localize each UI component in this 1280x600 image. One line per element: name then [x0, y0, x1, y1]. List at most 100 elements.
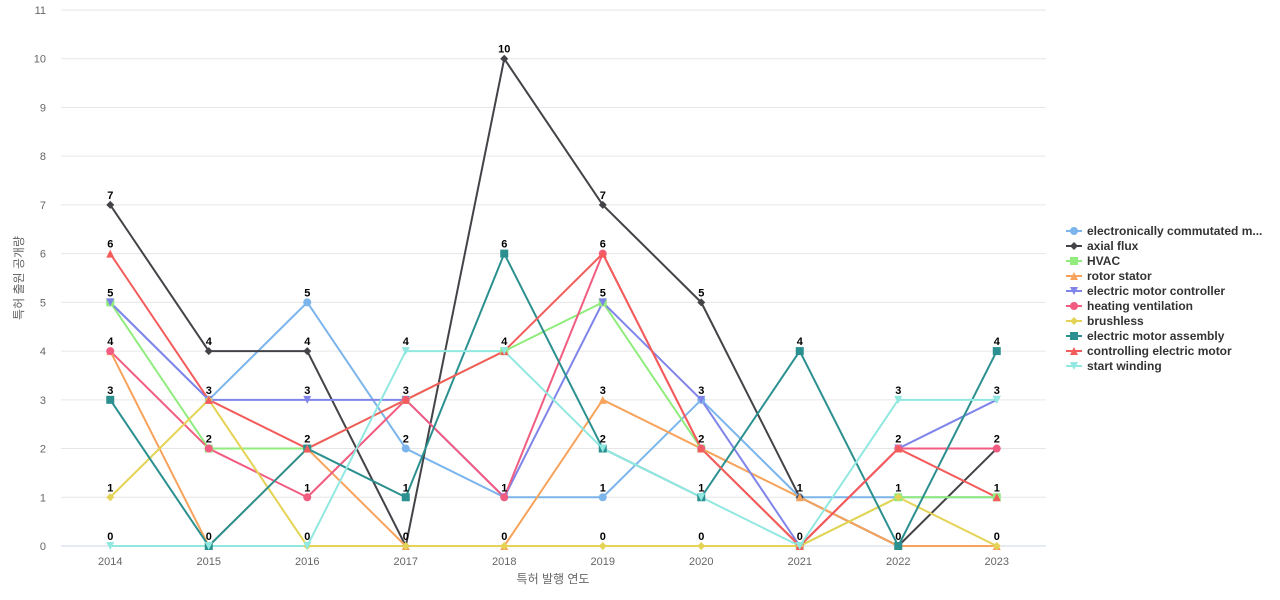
data-label: 2 [994, 434, 1000, 446]
data-label: 2 [600, 434, 606, 446]
legend-item-label: heating ventilation [1087, 299, 1193, 313]
data-label: 2 [698, 434, 704, 446]
data-label: 0 [107, 531, 113, 543]
data-point-marker [204, 542, 213, 550]
data-label: 0 [403, 531, 409, 543]
data-point-marker [598, 298, 607, 307]
data-label: 1 [895, 482, 901, 494]
data-point-marker [598, 249, 607, 258]
data-label: 3 [107, 385, 113, 397]
data-label: 0 [600, 531, 606, 543]
data-label: 4 [501, 336, 508, 348]
data-label: 3 [304, 385, 310, 397]
data-label: 6 [600, 239, 606, 251]
data-point-marker [1070, 227, 1078, 235]
x-tick-label: 2016 [295, 556, 319, 568]
data-point-marker [303, 493, 312, 502]
x-axis-title: 특허 발행 연도 [517, 571, 590, 586]
y-tick-label: 10 [34, 54, 46, 66]
series-lines [109, 57, 998, 547]
data-point-marker [598, 395, 607, 404]
data-point-marker [795, 347, 804, 356]
y-axis-ticks: 0 1 2 3 4 5 6 7 8 9 10 11 [34, 5, 46, 553]
data-point-marker [401, 444, 410, 453]
data-label: 2 [206, 434, 212, 446]
data-label: 1 [403, 482, 409, 494]
data-point-marker [992, 542, 1001, 550]
series-line [109, 398, 998, 547]
data-point-marker [500, 542, 509, 550]
data-label: 7 [107, 190, 113, 202]
x-tick-label: 2023 [985, 556, 1009, 568]
data-label: 4 [304, 336, 311, 348]
data-label: 2 [895, 434, 901, 446]
y-tick-label: 5 [40, 297, 46, 309]
data-point-marker [303, 542, 312, 550]
data-label: 0 [304, 531, 310, 543]
data-point-marker [401, 395, 410, 404]
data-label: 3 [895, 385, 901, 397]
data-point-marker [500, 249, 509, 258]
data-labels: 7654310432054321043210106410765321053210… [107, 44, 1001, 543]
x-tick-label: 2021 [788, 556, 812, 568]
data-point-marker [401, 542, 410, 550]
data-point-marker [598, 200, 607, 209]
y-tick-label: 1 [40, 492, 46, 504]
data-point-marker [1070, 287, 1078, 295]
legend: electronically commutated m...axial flux… [1066, 224, 1262, 373]
legend-item-label: electronically commutated m... [1087, 224, 1262, 238]
data-label: 3 [206, 385, 212, 397]
legend-item-label: electric motor assembly [1087, 329, 1225, 343]
data-label: 1 [698, 482, 704, 494]
data-point-marker [1070, 302, 1078, 310]
data-label: 5 [698, 287, 704, 299]
data-label: 3 [994, 385, 1000, 397]
data-point-marker [992, 444, 1001, 453]
series-line [109, 252, 998, 547]
data-point-marker [795, 493, 804, 502]
data-point-marker [106, 493, 115, 502]
data-point-marker [894, 493, 903, 502]
data-point-marker [303, 347, 312, 356]
data-point-marker [303, 395, 312, 404]
data-point-marker [500, 347, 509, 356]
legend-item-label: start winding [1087, 359, 1162, 373]
data-label: 0 [994, 531, 1000, 543]
data-point-marker [992, 395, 1001, 404]
legend-item-label: controlling electric motor [1087, 344, 1232, 358]
data-label: 10 [498, 44, 510, 56]
x-tick-label: 2020 [689, 556, 713, 568]
data-point-marker [697, 542, 706, 550]
data-point-marker [303, 298, 312, 307]
data-point-marker [697, 395, 706, 404]
data-label: 0 [206, 531, 212, 543]
data-point-marker [106, 200, 115, 209]
y-tick-label: 11 [35, 5, 46, 17]
data-point-marker [204, 395, 213, 404]
x-tick-label: 2018 [492, 556, 516, 568]
data-label: 4 [797, 336, 804, 348]
data-point-marker [1070, 317, 1078, 325]
data-point-marker [106, 298, 115, 307]
data-point-marker [1070, 257, 1078, 265]
data-point-marker [106, 249, 115, 258]
data-point-marker [401, 347, 410, 356]
series-line [110, 350, 997, 547]
data-label: 4 [994, 336, 1001, 348]
y-tick-label: 6 [40, 249, 46, 261]
data-point-marker [204, 444, 213, 453]
x-axis-ticks: 2014 2015 2016 2017 2018 2019 2020 2021 2022 2023 [98, 556, 1009, 568]
data-point-marker [1070, 347, 1078, 355]
y-tick-label: 0 [40, 541, 46, 553]
data-label: 1 [501, 482, 507, 494]
data-label: 5 [107, 287, 113, 299]
legend-item-label: rotor stator [1087, 269, 1152, 283]
y-tick-label: 2 [40, 444, 46, 456]
data-point-marker [303, 444, 312, 453]
y-tick-label: 8 [40, 151, 46, 163]
x-tick-label: 2019 [591, 556, 615, 568]
data-point-marker [106, 347, 115, 356]
series-line [109, 252, 998, 547]
series-markers [106, 54, 1001, 550]
